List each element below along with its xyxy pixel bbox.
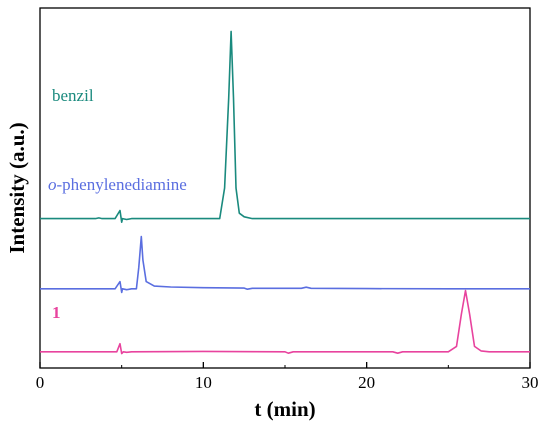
series-line-3	[40, 289, 530, 355]
series-line-1	[40, 30, 530, 223]
series-label-compound-1: 1	[52, 303, 61, 322]
x-tick-label: 0	[36, 373, 45, 392]
series-label-o-phenylenediamine: o-phenylenediamine	[48, 175, 187, 194]
x-tick-label: 10	[195, 373, 212, 392]
y-axis-title: Intensity (a.u.)	[5, 122, 29, 253]
series-line-2	[40, 235, 530, 294]
series-layer	[40, 30, 530, 355]
series-label-benzil: benzil	[52, 86, 94, 105]
x-tick-label: 20	[358, 373, 375, 392]
x-tick-label: 30	[522, 373, 539, 392]
x-axis-ticks: 0 10 20 30	[36, 362, 539, 392]
x-axis-title: t (min)	[254, 397, 315, 421]
